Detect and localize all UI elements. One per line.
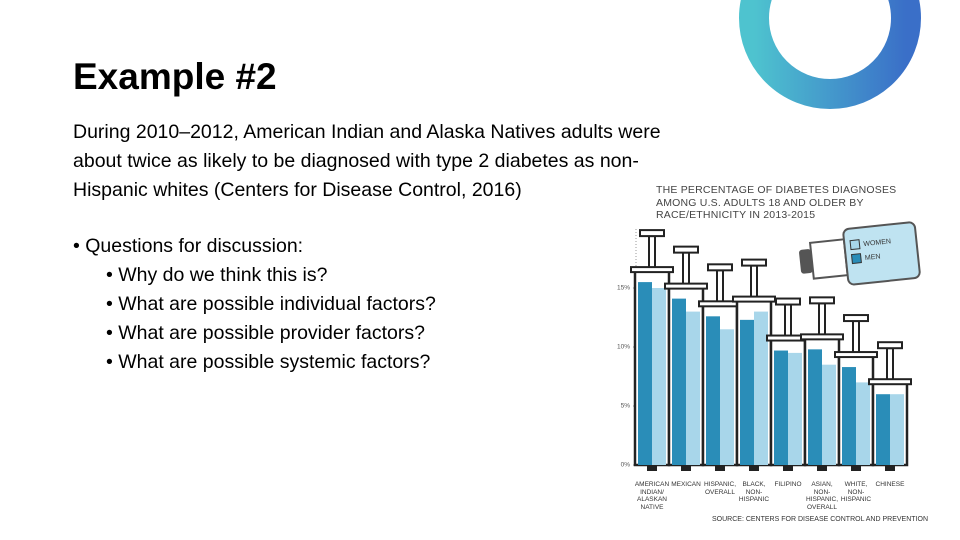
paragraph: During 2010–2012, American Indian and Al… xyxy=(73,118,661,205)
y-tick-label: 5% xyxy=(621,403,631,410)
x-tick-label: BLACK, NON-HISPANIC xyxy=(738,481,770,503)
bar xyxy=(788,352,802,465)
plunger-cap xyxy=(877,341,903,350)
flange xyxy=(868,378,912,386)
bar xyxy=(822,364,836,465)
tip xyxy=(681,465,691,471)
tip xyxy=(885,465,895,471)
tip xyxy=(715,465,725,471)
tip xyxy=(783,465,793,471)
syringe xyxy=(630,229,674,471)
bar xyxy=(842,367,856,465)
bar xyxy=(774,350,788,465)
legend-swatch xyxy=(849,239,861,251)
syringe xyxy=(766,297,810,471)
syringe xyxy=(698,263,742,471)
x-tick-label: WHITE, NON-HISPANIC xyxy=(840,481,872,503)
plunger-cap xyxy=(707,263,733,272)
tip xyxy=(851,465,861,471)
flange xyxy=(732,295,776,303)
bar xyxy=(876,394,890,465)
x-tick-label: MEXICAN xyxy=(671,481,701,488)
paragraph-line: Hispanic whites (Centers for Disease Con… xyxy=(73,179,522,201)
bar xyxy=(638,282,652,465)
y-tick-label: 10% xyxy=(617,344,630,351)
tip xyxy=(749,465,759,471)
paragraph-line: about twice as likely to be diagnosed wi… xyxy=(73,150,639,172)
bullet: • Questions for discussion: xyxy=(73,235,304,257)
plunger-cap xyxy=(639,229,665,238)
chart-title: THE PERCENTAGE OF DIABETES DIAGNOSES AMO… xyxy=(656,184,897,221)
bullet: • What are possible individual factors? xyxy=(106,293,436,315)
bullet: • What are possible provider factors? xyxy=(106,322,425,344)
syringe xyxy=(732,258,776,471)
legend-swatch xyxy=(850,253,862,265)
plunger-cap xyxy=(673,245,699,254)
tip xyxy=(817,465,827,471)
bar xyxy=(672,298,686,465)
slide-title: Example #2 xyxy=(73,56,277,97)
bullet: • Why do we think this is? xyxy=(106,264,328,286)
plunger-cap xyxy=(775,297,801,306)
decor-ring xyxy=(739,0,921,109)
paragraph-line: During 2010–2012, American Indian and Al… xyxy=(73,121,661,143)
bar xyxy=(720,329,734,465)
bar xyxy=(754,311,768,465)
x-tick-label: ASIAN, NON-HISPANIC, OVERALL xyxy=(805,481,839,511)
legend-label: WOMEN xyxy=(863,238,891,248)
x-tick-label: FILIPINO xyxy=(774,481,802,488)
flange xyxy=(800,333,844,341)
tip xyxy=(647,465,657,471)
y-tick-label: 15% xyxy=(617,285,630,292)
bar xyxy=(740,319,754,465)
bar xyxy=(890,394,904,465)
x-tick-label: HISPANIC, OVERALL xyxy=(703,481,737,496)
flange xyxy=(834,351,878,359)
bar xyxy=(808,349,822,465)
flange xyxy=(630,266,674,274)
bullet-list: • Questions for discussion: • Why do we … xyxy=(73,232,436,377)
source: SOURCE: CENTERS FOR DISEASE CONTROL AND … xyxy=(712,516,928,523)
flange xyxy=(664,282,708,290)
bar xyxy=(686,311,700,465)
y-tick-label: 0% xyxy=(621,462,631,469)
syringe xyxy=(664,245,708,471)
legend-label: MEN xyxy=(865,253,881,262)
syringe xyxy=(868,341,912,471)
plunger-cap xyxy=(843,314,869,323)
bar xyxy=(706,316,720,465)
x-tick-label: AMERICAN INDIAN/ ALASKAN NATIVE xyxy=(634,481,670,511)
bar xyxy=(652,288,666,465)
syringe xyxy=(800,296,844,471)
chart: 0% 5% 10% 15% xyxy=(617,229,912,471)
legend-bottle: WOMEN MEN xyxy=(799,221,921,286)
plunger-cap xyxy=(741,258,767,267)
bar xyxy=(856,382,870,465)
x-tick-label: CHINESE xyxy=(875,481,905,488)
plunger-cap xyxy=(809,296,835,305)
bullet: • What are possible systemic factors? xyxy=(106,351,431,373)
